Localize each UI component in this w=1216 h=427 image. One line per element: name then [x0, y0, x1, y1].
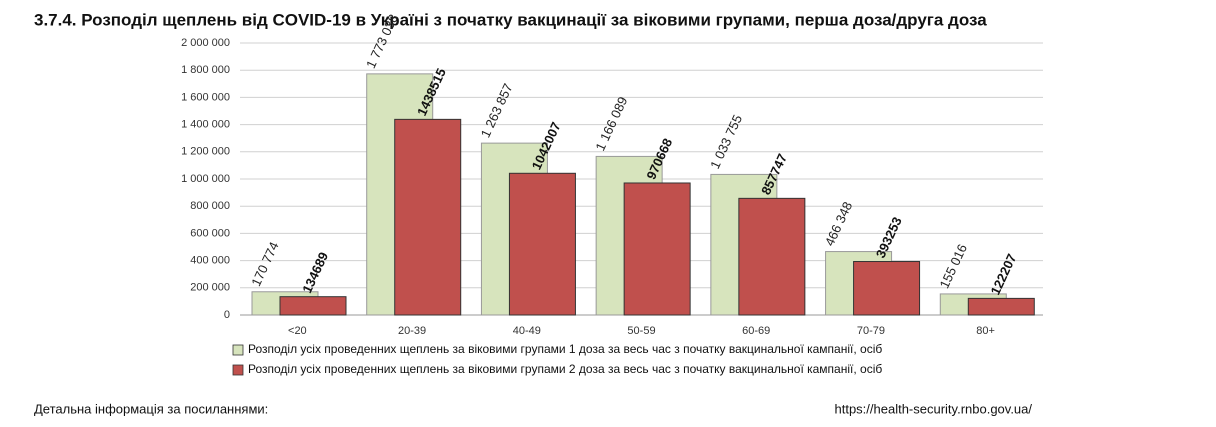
bar — [967, 297, 1035, 316]
y-tick-label: 400 000 — [190, 255, 230, 267]
footer-link: https://health-security.rnbo.gov.ua/ — [834, 401, 1032, 416]
legend-swatch — [232, 344, 244, 356]
footer-note: Детальна інформація за посиланнями: — [34, 401, 268, 416]
value-label: 155 016 — [937, 242, 970, 291]
bar — [738, 197, 806, 316]
x-tick-label: <20 — [288, 325, 307, 337]
bar — [508, 172, 576, 316]
y-tick-label: 1 000 000 — [181, 173, 230, 185]
value-label: 466 348 — [822, 199, 855, 248]
y-tick-label: 1 800 000 — [181, 64, 230, 76]
value-label: 170 774 — [248, 240, 281, 289]
x-tick-label: 40-49 — [513, 325, 541, 337]
y-tick-label: 600 000 — [190, 227, 230, 239]
x-tick-label: 60-69 — [742, 325, 770, 337]
value-label: 1 033 755 — [707, 112, 745, 171]
legend-label: Розподіл усіх проведенних щеплень за вік… — [248, 342, 882, 356]
legend-label: Розподіл усіх проведенних щеплень за вік… — [248, 362, 882, 376]
x-tick-label: 70-79 — [857, 325, 885, 337]
x-tick-label: 50-59 — [627, 325, 655, 337]
value-label: 122207 — [988, 251, 1020, 297]
y-tick-label: 800 000 — [190, 200, 230, 212]
y-tick-label: 1 200 000 — [181, 146, 230, 158]
value-label: 1 263 857 — [478, 81, 516, 140]
y-tick-label: 1 600 000 — [181, 91, 230, 103]
y-tick-label: 1 400 000 — [181, 119, 230, 131]
x-tick-label: 20-39 — [398, 325, 426, 337]
value-label: 393253 — [873, 215, 905, 261]
bar — [279, 296, 347, 316]
bar — [853, 261, 921, 316]
legend-swatch — [232, 364, 244, 376]
chart-title: 3.7.4. Розподіл щеплень від COVID-19 в У… — [34, 10, 987, 29]
bar — [623, 182, 691, 316]
value-label: 134689 — [299, 250, 331, 296]
y-tick-label: 200 000 — [190, 282, 230, 294]
y-tick-label: 2 000 000 — [181, 37, 230, 49]
x-tick-label: 80+ — [976, 325, 995, 337]
value-label: 1 166 089 — [592, 94, 630, 153]
y-tick-label: 0 — [224, 309, 230, 321]
bar — [394, 118, 462, 316]
